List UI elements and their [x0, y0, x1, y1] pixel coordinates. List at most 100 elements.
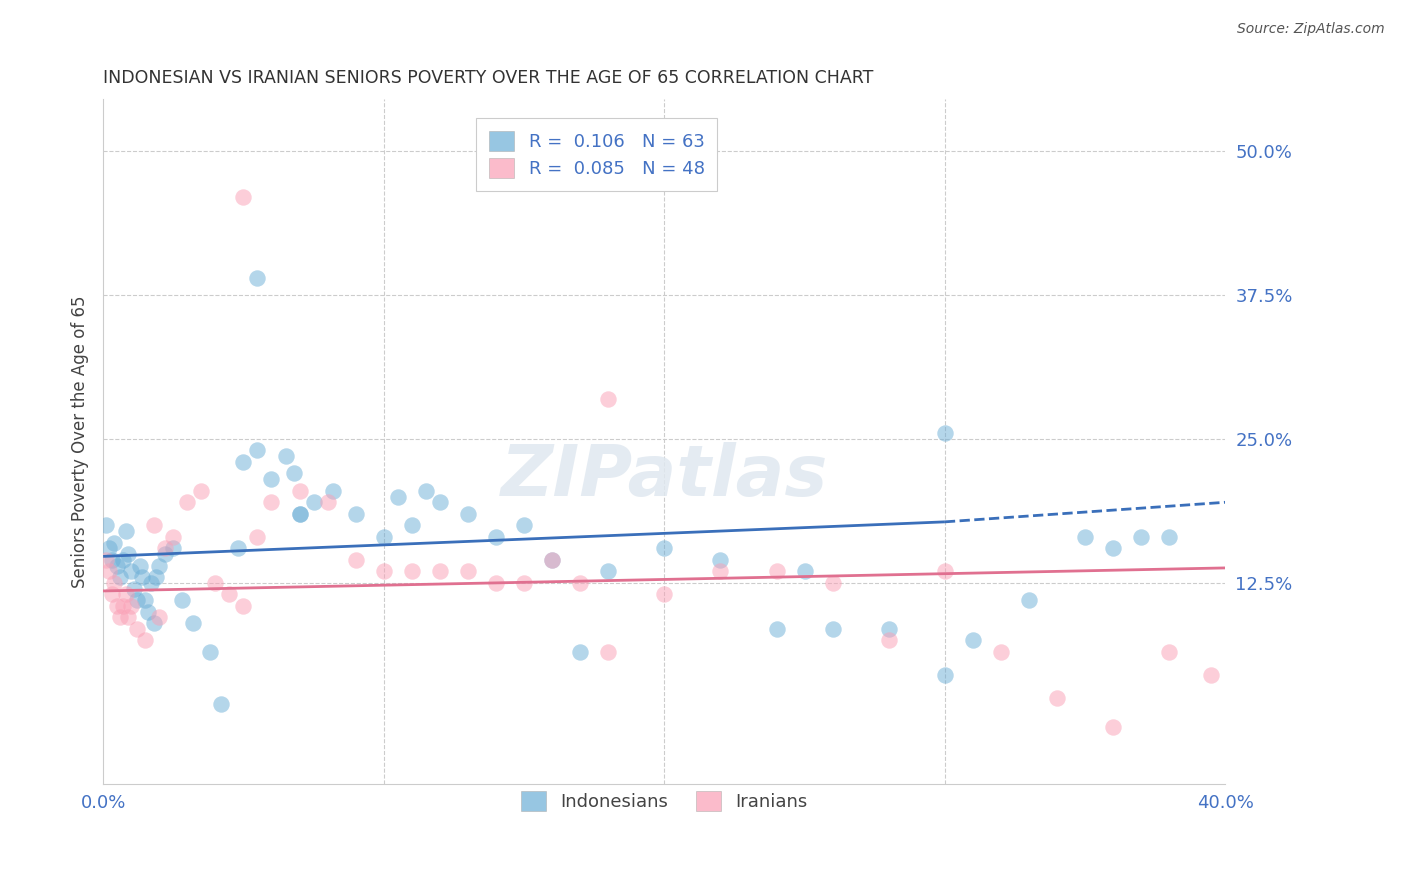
Point — [209, 697, 232, 711]
Point — [1130, 530, 1153, 544]
Point — [598, 392, 620, 406]
Point — [316, 495, 339, 509]
Point — [485, 575, 508, 590]
Point — [100, 553, 122, 567]
Point — [457, 565, 479, 579]
Point — [288, 483, 311, 498]
Point — [598, 565, 620, 579]
Text: INDONESIAN VS IRANIAN SENIORS POVERTY OVER THE AGE OF 65 CORRELATION CHART: INDONESIAN VS IRANIAN SENIORS POVERTY OV… — [103, 69, 873, 87]
Point — [344, 553, 367, 567]
Point — [513, 575, 536, 590]
Point — [260, 495, 283, 509]
Point — [1201, 668, 1223, 682]
Point — [218, 587, 240, 601]
Point — [181, 616, 204, 631]
Point — [934, 565, 956, 579]
Point — [709, 565, 731, 579]
Point — [541, 553, 564, 567]
Point — [125, 622, 148, 636]
Point — [117, 610, 139, 624]
Point — [134, 633, 156, 648]
Point — [232, 455, 254, 469]
Point — [934, 426, 956, 441]
Point — [108, 570, 131, 584]
Point — [1046, 691, 1069, 706]
Legend: Indonesians, Iranians: Indonesians, Iranians — [509, 778, 820, 823]
Point — [821, 622, 844, 636]
Point — [204, 575, 226, 590]
Y-axis label: Seniors Poverty Over the Age of 65: Seniors Poverty Over the Age of 65 — [72, 295, 89, 588]
Point — [97, 565, 120, 579]
Point — [232, 599, 254, 613]
Point — [148, 558, 170, 573]
Point — [415, 483, 437, 498]
Point — [246, 270, 269, 285]
Point — [114, 587, 136, 601]
Point — [429, 495, 451, 509]
Point — [598, 645, 620, 659]
Point — [990, 645, 1012, 659]
Point — [198, 645, 221, 659]
Point — [108, 610, 131, 624]
Point — [387, 490, 409, 504]
Point — [934, 668, 956, 682]
Point — [1159, 645, 1181, 659]
Point — [103, 535, 125, 549]
Point — [401, 518, 423, 533]
Point — [246, 443, 269, 458]
Point — [153, 547, 176, 561]
Point — [162, 530, 184, 544]
Point — [134, 593, 156, 607]
Point — [153, 541, 176, 556]
Point — [765, 622, 787, 636]
Point — [176, 495, 198, 509]
Point — [232, 190, 254, 204]
Point — [117, 547, 139, 561]
Point — [260, 472, 283, 486]
Point — [322, 483, 344, 498]
Point — [105, 558, 128, 573]
Point — [569, 575, 592, 590]
Point — [373, 565, 395, 579]
Point — [1102, 541, 1125, 556]
Point — [162, 541, 184, 556]
Point — [190, 483, 212, 498]
Point — [401, 565, 423, 579]
Point — [111, 599, 134, 613]
Point — [344, 507, 367, 521]
Point — [142, 616, 165, 631]
Point — [226, 541, 249, 556]
Point — [513, 518, 536, 533]
Point — [148, 610, 170, 624]
Point — [131, 570, 153, 584]
Point — [142, 518, 165, 533]
Point — [246, 530, 269, 544]
Point — [97, 541, 120, 556]
Point — [541, 553, 564, 567]
Point — [111, 553, 134, 567]
Point — [1102, 720, 1125, 734]
Point — [569, 645, 592, 659]
Point — [962, 633, 984, 648]
Text: Source: ZipAtlas.com: Source: ZipAtlas.com — [1237, 22, 1385, 37]
Point — [429, 565, 451, 579]
Point — [288, 507, 311, 521]
Point — [94, 553, 117, 567]
Point — [122, 582, 145, 596]
Point — [1159, 530, 1181, 544]
Point — [877, 622, 900, 636]
Point — [139, 575, 162, 590]
Point — [105, 599, 128, 613]
Point — [793, 565, 815, 579]
Point — [145, 570, 167, 584]
Point — [1018, 593, 1040, 607]
Point — [94, 518, 117, 533]
Point — [652, 541, 675, 556]
Point — [765, 565, 787, 579]
Point — [170, 593, 193, 607]
Point — [485, 530, 508, 544]
Point — [652, 587, 675, 601]
Point — [877, 633, 900, 648]
Point — [274, 449, 297, 463]
Point — [302, 495, 325, 509]
